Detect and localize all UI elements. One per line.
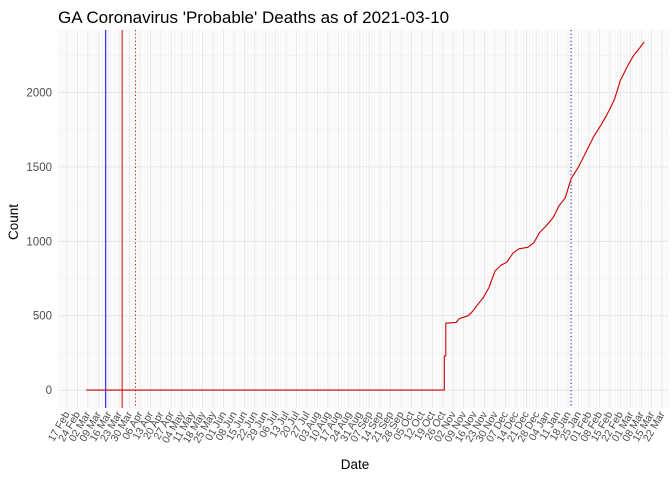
- y-tick-label: 1500: [26, 162, 52, 174]
- reference-lines: [105, 30, 572, 408]
- chart-title: GA Coronavirus 'Probable' Deaths as of 2…: [58, 8, 449, 27]
- y-axis-ticks: 0 500 1000 1500 2000: [26, 88, 52, 398]
- y-tick-label: 2000: [26, 88, 52, 100]
- grid: [57, 30, 669, 408]
- y-tick-label: 1000: [26, 236, 52, 248]
- x-axis-title: Date: [341, 457, 370, 472]
- y-tick-label: 0: [46, 385, 52, 397]
- series-layer: [86, 41, 645, 391]
- y-tick-label: 500: [33, 311, 52, 323]
- y-axis-title: Count: [6, 204, 21, 240]
- series-line: [86, 41, 645, 391]
